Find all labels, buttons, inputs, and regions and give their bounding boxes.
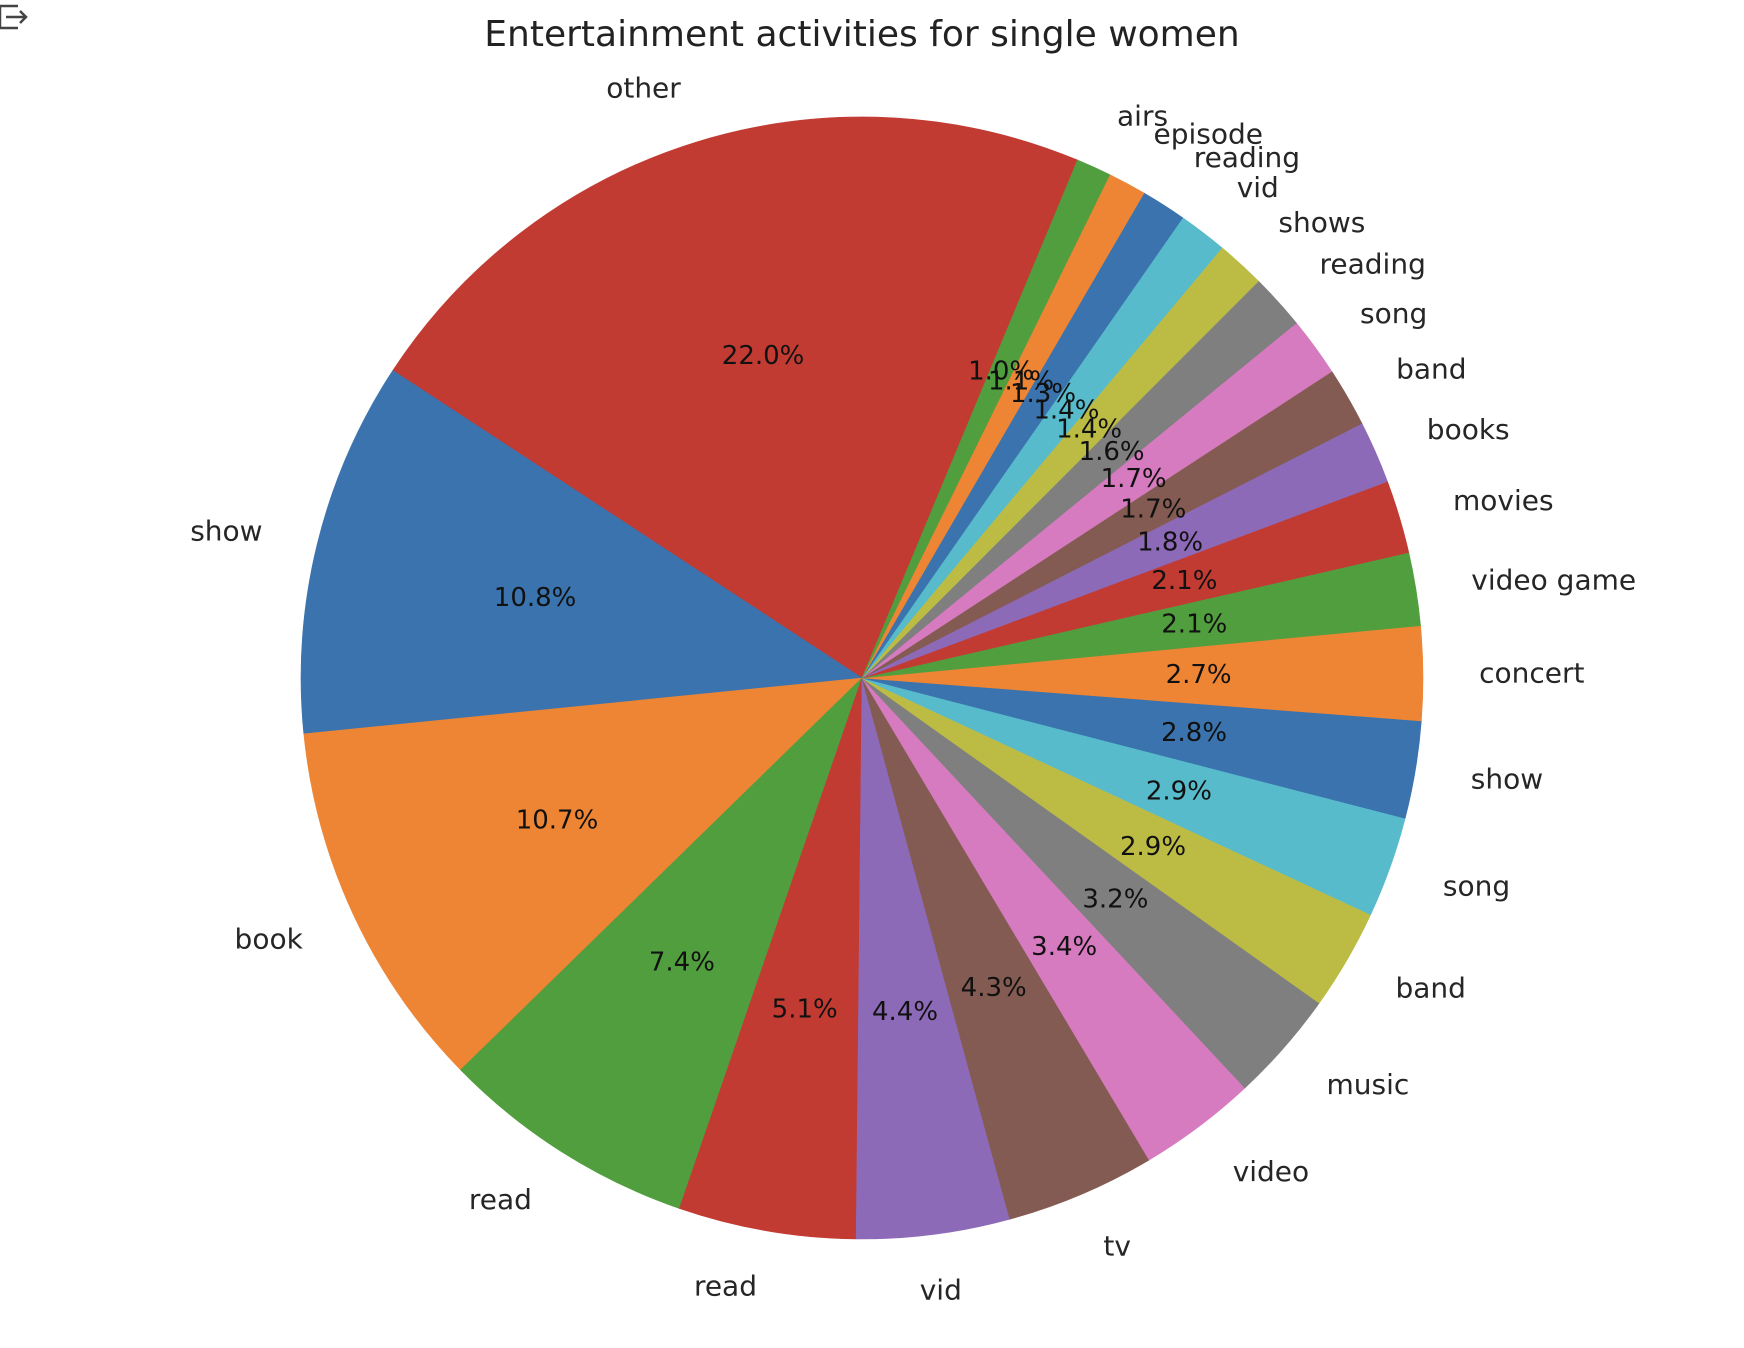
- pct-label-7: 3.4%: [1031, 932, 1097, 962]
- pct-label-18: 1.6%: [1079, 437, 1145, 467]
- slice-label-books-15: books: [1427, 413, 1510, 446]
- pct-label-11: 2.8%: [1161, 718, 1227, 748]
- slice-label-tv-6: tv: [1103, 1229, 1131, 1262]
- slice-label-video-game-13: video game: [1471, 563, 1636, 596]
- pct-label-9: 2.9%: [1120, 832, 1186, 862]
- slice-label-reading-21: reading: [1194, 141, 1300, 174]
- pct-label-10: 2.9%: [1146, 777, 1212, 807]
- pct-label-4: 5.1%: [772, 995, 838, 1025]
- slice-label-vid-5: vid: [920, 1274, 962, 1307]
- slice-labels: other show book read read vid tv video music band…: [190, 72, 1636, 1307]
- pie-slice-read-3: [460, 677, 863, 1209]
- percent-labels: 22.0% 10.8% 10.7% 7.4% 5.1% 4.4% 4.3%3.4% 3.2% 2…: [494, 341, 1232, 1027]
- slice-label-book-2: book: [235, 922, 304, 955]
- pct-label-8: 3.2%: [1082, 885, 1148, 915]
- pct-label-12: 2.7%: [1166, 660, 1232, 690]
- pct-label-19: 1.4%: [1056, 415, 1122, 445]
- slice-label-music-8: music: [1327, 1068, 1410, 1101]
- pct-label-20: 1.4%: [1033, 396, 1099, 426]
- slice-label-read-4: read: [694, 1270, 757, 1303]
- pct-label-2: 10.7%: [516, 805, 599, 835]
- output-arrow-icon[interactable]: [0, 0, 30, 34]
- pie-slice-book-2: [303, 677, 863, 1071]
- slice-label-show-1: show: [190, 515, 262, 548]
- pie-slice-show-1: [300, 370, 863, 735]
- slice-label-airs-23: airs: [1117, 100, 1168, 133]
- pct-label-23: 1.0%: [968, 357, 1034, 387]
- pct-label-16: 1.7%: [1120, 494, 1186, 524]
- pct-label-14: 2.1%: [1151, 566, 1217, 596]
- pct-label-5: 4.4%: [872, 997, 938, 1027]
- pie-slices: [300, 116, 1424, 1240]
- pct-label-0: 22.0%: [722, 341, 805, 371]
- chart-title: Entertainment activities for single wome…: [484, 14, 1239, 55]
- slice-label-vid-20: vid: [1237, 171, 1279, 204]
- slice-label-reading-18: reading: [1320, 247, 1426, 280]
- pct-label-6: 4.3%: [961, 973, 1027, 1003]
- pct-label-3: 7.4%: [649, 947, 715, 977]
- pie-slice-airs-23: [861, 159, 1111, 679]
- slice-label-video-7: video: [1233, 1155, 1309, 1188]
- pct-label-22: 1.1%: [988, 366, 1054, 396]
- slice-label-song-17: song: [1360, 297, 1427, 330]
- slice-label-shows-19: shows: [1278, 206, 1365, 239]
- pct-label-1: 10.8%: [494, 583, 577, 613]
- slice-label-episode-22: episode: [1154, 118, 1264, 151]
- slice-label-song-10: song: [1443, 870, 1510, 903]
- slice-label-movies-14: movies: [1453, 484, 1554, 517]
- pct-label-13: 2.1%: [1161, 610, 1227, 640]
- slice-label-read-3: read: [469, 1183, 532, 1216]
- slice-label-show-11: show: [1471, 763, 1543, 796]
- pie-slice-other-0: [392, 116, 1078, 679]
- slice-label-band-9: band: [1396, 972, 1466, 1005]
- slice-label-other-0: other: [606, 72, 681, 105]
- pie-slice-read-4: [679, 677, 863, 1240]
- slice-label-concert-12: concert: [1479, 656, 1584, 689]
- slice-label-band-16: band: [1396, 352, 1466, 385]
- pct-label-21: 1.3%: [1010, 379, 1076, 409]
- pct-label-15: 1.8%: [1137, 527, 1203, 557]
- pct-label-17: 1.7%: [1101, 464, 1167, 494]
